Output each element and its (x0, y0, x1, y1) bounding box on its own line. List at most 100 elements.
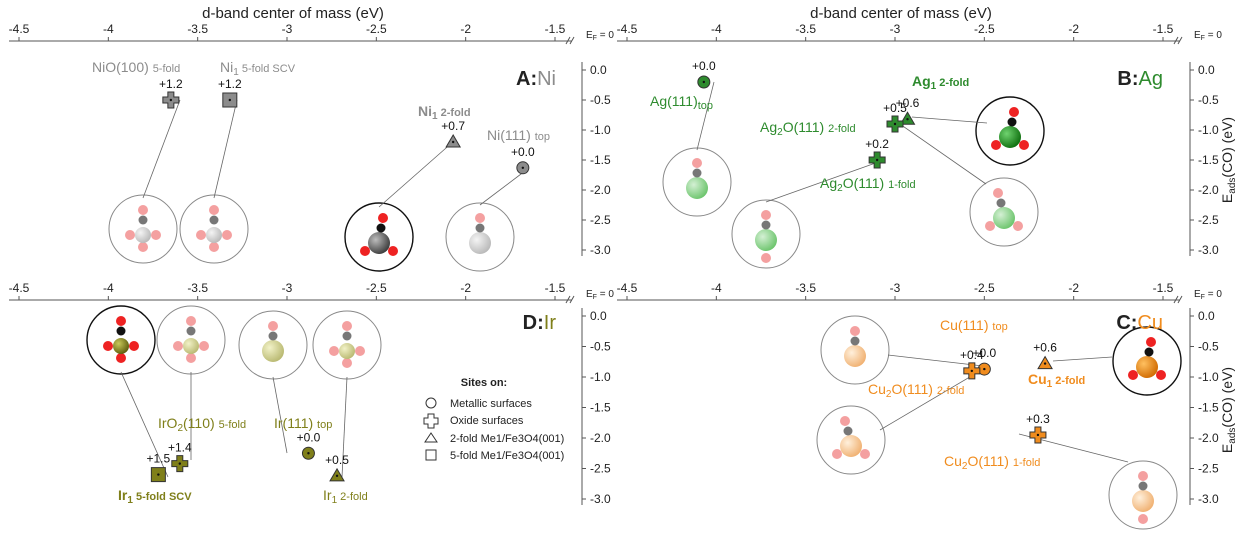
x-tick-label: -3.5 (187, 22, 208, 36)
y-tick-label: -0.5 (1198, 93, 1219, 107)
marker-center-dot (335, 474, 339, 478)
structure-ir1-5fold (86, 305, 156, 375)
legend-label-5fold: 5-fold Me1/Fe3O4(001) (450, 450, 564, 462)
legend-triangle-marker (424, 432, 438, 443)
structure-iro2 (156, 305, 226, 375)
metal-atom (844, 345, 866, 367)
label-ni111: Ni(111) top (487, 127, 550, 143)
point-delta-label: +0.2 (865, 137, 889, 151)
oxygen-atom (342, 358, 352, 368)
axes-panel-A: -4.5 -4 -3.5 -3 -2.5 -2 -1.5 EF = 0 0.0 -0.5 -1.0 -… (9, 22, 615, 257)
marks-panel-B: +0.0 +0.6+0.5 +0.2 (692, 59, 920, 169)
x-tick-label: -1.5 (1153, 281, 1174, 295)
y-tick-label: -0.5 (1198, 340, 1219, 354)
label-cu2o-2fold: Cu2O(111) 2-fold (868, 381, 964, 400)
carbon-atom (1007, 117, 1017, 127)
panel-title-A: A:Ni (516, 68, 556, 90)
y-tick-label: 0.0 (590, 63, 607, 77)
x-tick-label: -2 (460, 22, 471, 36)
structure-cu2o-2fold (816, 405, 886, 475)
y-tick-label: -3.0 (590, 243, 611, 257)
y-tick-label: -0.5 (590, 93, 611, 107)
axes-panel-D: -4.5 -4 -3.5 -3 -2.5 -2 -1.5 EF = 0 0.0 -0.5 -1.0 -… (9, 281, 615, 506)
axes-layer: -4.5 -4 -3.5 -3 -2.5 -2 -1.5 EF = 0 0.0 -0.5 -1.0 -… (9, 22, 1223, 506)
metal-atom (339, 343, 355, 359)
marker-center-dot (893, 122, 897, 126)
legend-plus-marker (423, 413, 439, 429)
oxygen-atom (186, 353, 196, 363)
axis-break-mark (1173, 295, 1183, 304)
oxygen-atom (116, 316, 126, 326)
y-tick-label: -2.0 (1198, 183, 1219, 197)
y-tick-label: -1.5 (1198, 401, 1219, 415)
oxygen-atom (378, 213, 388, 223)
marker-center-dot (157, 473, 160, 476)
x-tick-label: -4 (711, 22, 722, 36)
oxygen-atom (1009, 107, 1019, 117)
x-tick-label: -4 (103, 281, 114, 295)
y-tick-label: -2.5 (1198, 462, 1219, 476)
carbon-atom (209, 215, 219, 225)
label-ni1-5fold: Ni1 5-fold SCV (220, 59, 296, 78)
marker-center-dot (970, 369, 974, 373)
oxygen-atom (1156, 370, 1166, 380)
legend: Sites on: Metallic surfaces Oxide surfac… (423, 377, 564, 462)
x-tick-label: -4.5 (617, 281, 638, 295)
labels-panel-B: Ag(111)top Ag1 2-fold Ag2O(111) 2-fold A… (650, 73, 969, 194)
y-tick-label: -2.5 (590, 213, 611, 227)
ef-sub: F (1201, 35, 1205, 42)
label-ir1-2fold: Ir1 2-fold (323, 487, 368, 506)
oxygen-atom (329, 346, 339, 356)
ef-rest: = 0 (1205, 30, 1222, 41)
top-axis-title-left: d-band center of mass (eV) (202, 5, 384, 22)
ef-rest: = 0 (597, 30, 614, 41)
marker-center-dot (228, 98, 232, 102)
oxygen-atom (151, 230, 161, 240)
connector-line (479, 170, 526, 206)
y-tick-label: -1.5 (590, 401, 611, 415)
label-ni1-2fold: Ni1 2-fold (418, 103, 471, 122)
oxygen-atom (985, 221, 995, 231)
marks-panel-C: +0.0+0.4 +0.6 +0.3 (960, 341, 1057, 444)
oxygen-atom (1019, 140, 1029, 150)
metal-atom (686, 177, 708, 199)
legend-circle-marker (425, 397, 437, 409)
labels-panel-A: NiO(100) 5-fold Ni1 5-fold SCV Ni1 2-fol… (92, 59, 550, 143)
point-delta-label: +0.0 (297, 430, 321, 444)
y-tick-label: -3.0 (1198, 243, 1219, 257)
connector-line (142, 99, 181, 199)
point-delta-label: +1.2 (218, 77, 242, 91)
oxygen-atom (388, 246, 398, 256)
metal-atom (840, 435, 862, 457)
marker-center-dot (906, 118, 909, 121)
ef-label: EF = 0 (1194, 30, 1222, 42)
carbon-atom (761, 220, 771, 230)
label-cu2o-1fold: Cu2O(111) 1-fold (944, 453, 1040, 472)
x-tick-label: -2.5 (974, 281, 995, 295)
oxygen-atom (1146, 337, 1156, 347)
axes-panel-C: -4.5 -4 -3.5 -3 -2.5 -2 -1.5 EF = 0 0.0 -0.5 -1.0 -… (617, 281, 1223, 506)
oxygen-atom (186, 316, 196, 326)
x-tick-label: -3 (890, 22, 901, 36)
connector-line (896, 121, 987, 185)
label-ag2o-2fold: Ag2O(111) 2-fold (760, 119, 856, 138)
oxygen-atom (138, 242, 148, 252)
oxygen-atom (1013, 221, 1023, 231)
structure-ni1-5fold (179, 194, 249, 264)
y-tick-label: -1.5 (1198, 153, 1219, 167)
metal-atom (993, 207, 1015, 229)
point-delta-label: +0.7 (441, 119, 465, 133)
carbon-atom (692, 168, 702, 178)
y-tick-label: 0.0 (590, 309, 607, 323)
connector-line (272, 376, 288, 454)
x-tick-label: -1.5 (1153, 22, 1174, 36)
oxygen-atom (222, 230, 232, 240)
panel-title-C: C:Cu (1116, 312, 1163, 334)
oxygen-atom (1138, 514, 1148, 524)
oxygen-atom (103, 341, 113, 351)
connector-line (879, 367, 986, 431)
carbon-atom (1144, 347, 1154, 357)
ef-sub: F (593, 35, 597, 42)
point-delta-label: +1.4 (168, 441, 192, 455)
